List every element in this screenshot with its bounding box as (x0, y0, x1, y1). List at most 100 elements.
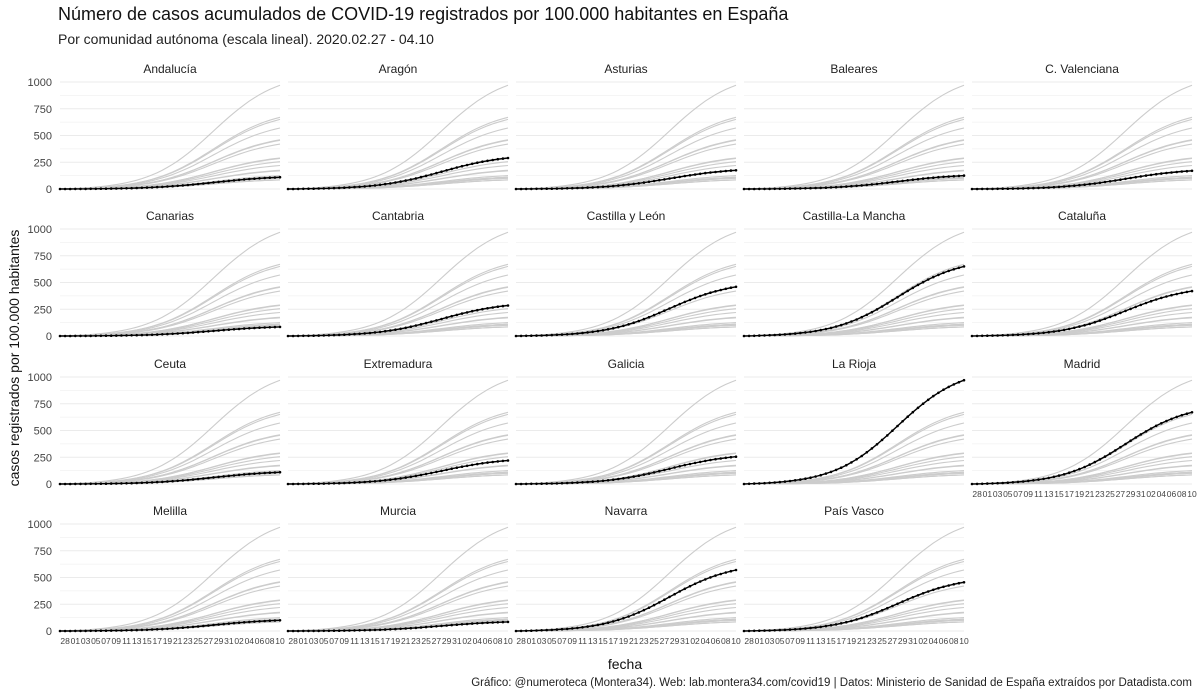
panel-title: Murcia (380, 504, 416, 518)
data-point (1149, 299, 1153, 303)
data-point (389, 628, 392, 631)
data-point (719, 170, 722, 173)
data-point (150, 186, 154, 189)
data-point (1119, 445, 1122, 449)
data-point (491, 158, 495, 162)
data-point (632, 613, 635, 616)
x-tick-label: 29 (670, 636, 680, 646)
data-point (424, 625, 428, 629)
data-point (962, 378, 966, 382)
data-point (947, 269, 950, 273)
data-point (1124, 309, 1127, 313)
data-point (312, 482, 315, 486)
data-point (514, 334, 518, 338)
data-point (793, 479, 797, 482)
data-point (207, 624, 210, 627)
data-point (278, 175, 282, 179)
data-point (637, 474, 641, 478)
data-point (1129, 176, 1132, 180)
background-series-line (59, 84, 281, 190)
data-point (186, 331, 190, 335)
data-point (673, 305, 676, 308)
data-point (886, 302, 889, 305)
data-point (232, 179, 236, 182)
panel-title: Madrid (1064, 357, 1101, 371)
x-tick-label: 09 (112, 636, 122, 646)
data-point (1119, 178, 1122, 181)
data-point (455, 466, 459, 470)
data-point (1160, 296, 1163, 300)
data-point (839, 323, 843, 327)
data-point (773, 187, 776, 191)
x-tick-label: 03 (765, 636, 775, 646)
data-point (1088, 463, 1091, 466)
data-point (768, 481, 771, 485)
chart-title: Número de casos acumulados de COVID-19 r… (58, 4, 789, 24)
data-point (506, 459, 510, 462)
data-point (176, 184, 179, 188)
data-point (980, 482, 984, 486)
panel: La Rioja (742, 357, 966, 486)
background-series-line (972, 474, 1193, 485)
data-point (155, 333, 159, 336)
data-point (191, 478, 195, 481)
x-tick-label: 25 (1105, 489, 1115, 499)
data-point (962, 581, 966, 584)
x-tick-label: 08 (949, 636, 959, 646)
x-tick-label: 02 (690, 636, 700, 646)
data-point (1047, 186, 1050, 189)
data-point (404, 326, 408, 330)
data-point (481, 307, 484, 311)
data-point (430, 471, 433, 475)
data-point (545, 482, 548, 485)
data-point (870, 447, 874, 450)
data-point (74, 334, 77, 338)
data-point (68, 482, 72, 486)
data-point (268, 471, 272, 475)
data-point (368, 331, 372, 335)
data-point (752, 187, 756, 191)
data-point (145, 333, 149, 337)
data-point (506, 620, 510, 624)
data-point (839, 466, 843, 470)
data-point (191, 183, 195, 186)
data-point (1103, 180, 1107, 184)
data-point (637, 182, 641, 185)
data-point (986, 187, 989, 191)
x-tick-label: 05 (91, 636, 101, 646)
data-point (942, 585, 945, 589)
data-point (896, 295, 899, 299)
data-point (642, 181, 646, 184)
data-point (273, 471, 277, 474)
data-point (212, 329, 215, 333)
data-point (237, 178, 241, 182)
data-point (758, 629, 761, 632)
data-point (125, 629, 128, 632)
data-point (89, 629, 92, 633)
data-point (530, 187, 533, 191)
data-point (668, 177, 671, 180)
data-point (809, 186, 812, 190)
data-point (84, 482, 87, 486)
data-point (834, 468, 838, 472)
data-point (627, 476, 630, 479)
data-point (565, 187, 569, 190)
data-point (491, 460, 495, 464)
data-point (980, 334, 984, 338)
x-tick-label: 11 (806, 636, 815, 646)
x-tick-label: 07 (101, 636, 111, 646)
data-point (1001, 334, 1004, 337)
data-point (970, 187, 974, 191)
data-point (576, 481, 579, 484)
background-series-line (743, 526, 965, 632)
data-point (348, 481, 351, 485)
data-point (394, 181, 397, 184)
x-tick-label: 05 (775, 636, 785, 646)
data-point (683, 174, 687, 178)
data-point (880, 609, 884, 612)
data-point (957, 174, 961, 178)
data-point (470, 162, 474, 166)
data-point (332, 482, 336, 485)
data-point (63, 334, 67, 338)
data-point (322, 187, 326, 190)
